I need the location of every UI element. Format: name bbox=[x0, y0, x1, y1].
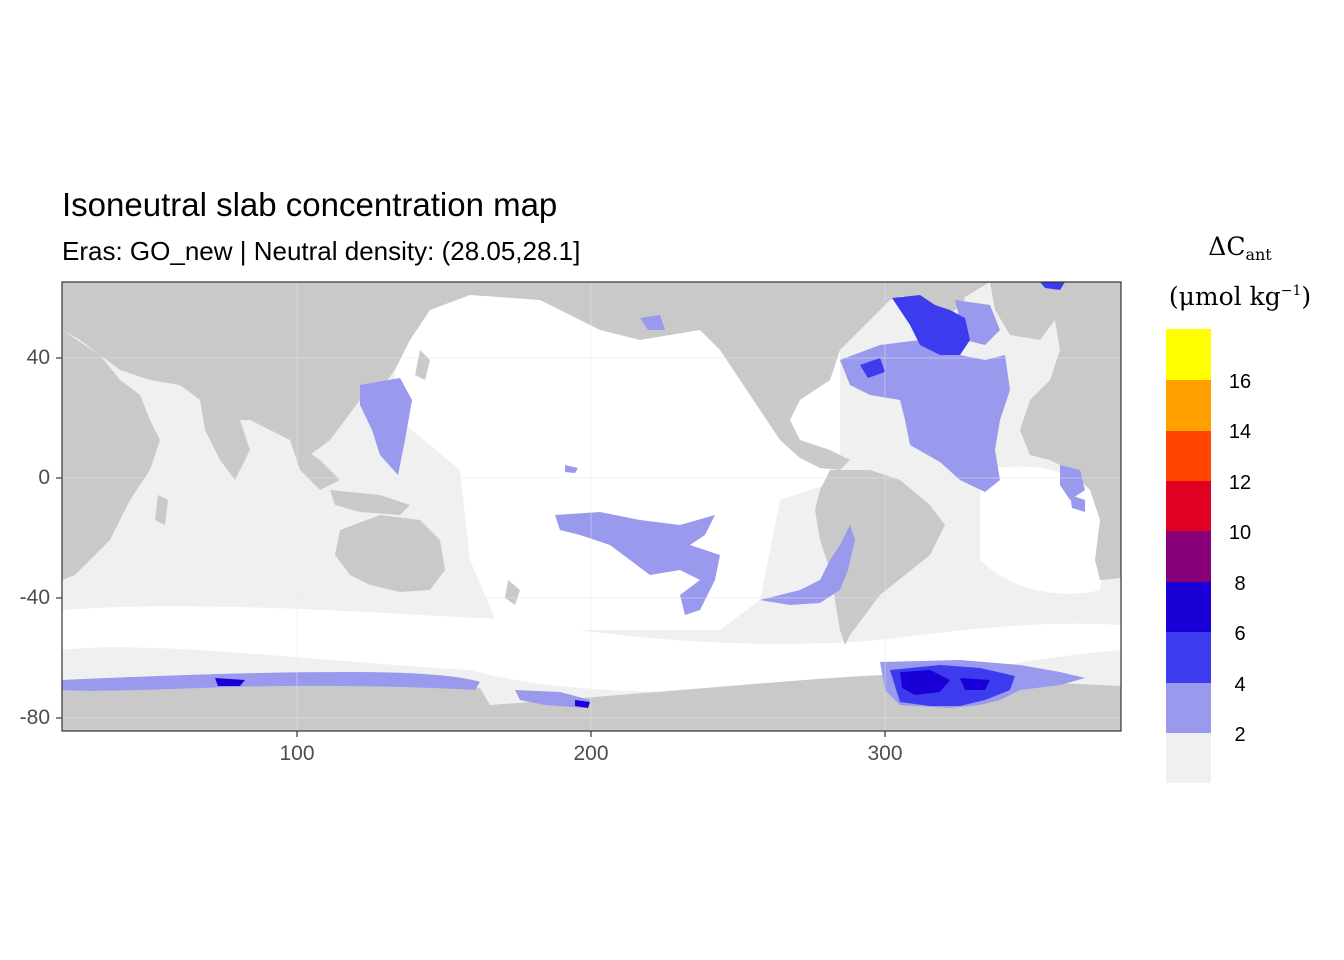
legend-title: ΔCant bbox=[1208, 232, 1272, 264]
y-tick-label: -40 bbox=[19, 586, 50, 609]
x-tick-label: 300 bbox=[867, 742, 903, 765]
legend-color-key bbox=[1166, 430, 1211, 482]
land-australia bbox=[335, 515, 445, 592]
map-title: Isoneutral slab concentration map bbox=[62, 186, 558, 223]
y-tick-label: -80 bbox=[19, 706, 50, 729]
land-eurasia bbox=[62, 282, 780, 455]
conc-6-8-regions bbox=[215, 670, 990, 708]
legend-color-key bbox=[1166, 379, 1211, 431]
legend-color-key bbox=[1166, 631, 1211, 683]
legend-label: 12 bbox=[1228, 472, 1252, 494]
legend-label: 14 bbox=[1228, 421, 1252, 443]
legend-label: 4 bbox=[1234, 674, 1246, 696]
gridlines bbox=[62, 282, 1121, 731]
map-subtitle: Eras: GO_new | Neutral density: (28.05,2… bbox=[62, 236, 581, 266]
axis-ticks bbox=[56, 357, 886, 737]
legend-label: 16 bbox=[1228, 371, 1252, 393]
y-tick-label: 0 bbox=[38, 466, 50, 489]
legend-color-key bbox=[1166, 732, 1211, 784]
land-north-america bbox=[640, 282, 990, 470]
legend-label: 8 bbox=[1234, 573, 1246, 595]
y-tick-label: 40 bbox=[26, 346, 50, 369]
legend-color-key bbox=[1166, 531, 1211, 582]
x-tick-label: 100 bbox=[279, 742, 315, 765]
x-tick-label: 200 bbox=[573, 742, 609, 765]
legend-label: 6 bbox=[1234, 623, 1246, 645]
legend-color-key bbox=[1166, 480, 1211, 532]
legend-unit: (μmol kg−1) bbox=[1168, 282, 1312, 311]
land-africa bbox=[62, 330, 160, 580]
legend-label: 10 bbox=[1228, 522, 1252, 544]
land-masses bbox=[62, 282, 1121, 731]
land-south-america bbox=[815, 470, 945, 645]
legend-label: 2 bbox=[1234, 724, 1246, 746]
legend-color-key bbox=[1166, 329, 1211, 381]
legend-color-key bbox=[1166, 682, 1211, 734]
legend-color-key bbox=[1166, 581, 1211, 633]
